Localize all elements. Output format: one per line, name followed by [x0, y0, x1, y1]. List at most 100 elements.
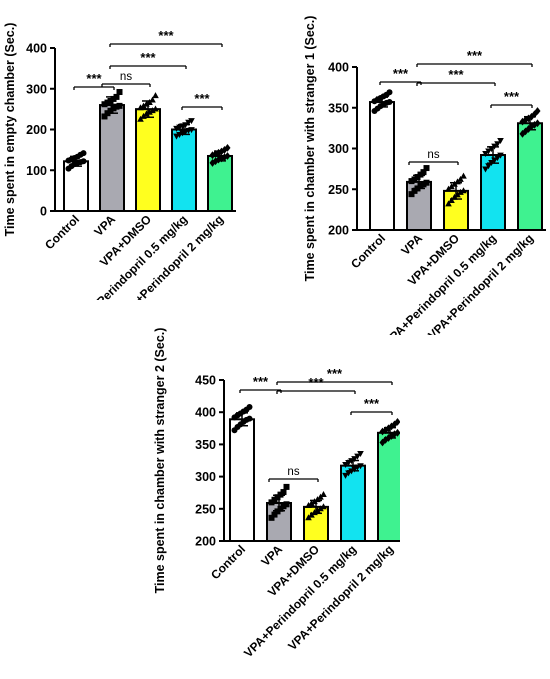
chart-panel-stranger-2: Time spent in chamber with stranger 2 (S…: [150, 320, 406, 674]
data-point: [101, 113, 108, 120]
chart-panel-stranger-1: Time spent in chamber with stranger 1 (S…: [300, 0, 550, 349]
data-point: [80, 150, 87, 157]
data-point: [525, 125, 532, 133]
bar-2: [99, 104, 125, 212]
data-point: [445, 200, 452, 207]
y-tick-label: 350: [195, 438, 216, 452]
data-point: [388, 432, 395, 440]
bar-3: [135, 108, 161, 212]
data-point: [522, 116, 529, 124]
data-point: [460, 172, 467, 179]
data-point: [305, 501, 312, 508]
data-point: [497, 137, 504, 144]
data-point: [152, 92, 159, 99]
significance-label: ***: [327, 366, 343, 381]
bar-1: [369, 101, 395, 231]
x-category-label: VPA: [91, 212, 118, 239]
data-point: [116, 89, 123, 96]
data-point: [354, 453, 361, 460]
data-point: [386, 89, 393, 96]
data-point: [482, 150, 489, 157]
data-point: [534, 119, 541, 128]
data-point: [423, 165, 430, 172]
x-category-label: Control: [348, 231, 388, 271]
data-point: [497, 152, 504, 159]
significance-label: ns: [427, 149, 439, 161]
data-point: [320, 491, 327, 498]
data-point: [246, 404, 253, 411]
y-tick-label: 400: [195, 406, 216, 420]
x-category-label: VPA: [258, 542, 285, 569]
significance-label: ***: [467, 48, 483, 63]
y-tick-label: 0: [40, 205, 47, 219]
data-point: [534, 107, 541, 115]
y-tick-label: 250: [328, 183, 349, 197]
y-tick-label: 250: [195, 502, 216, 516]
data-point: [386, 99, 393, 106]
y-tick-label: 200: [195, 535, 216, 549]
significance-label: ***: [140, 50, 156, 65]
data-point: [317, 505, 324, 512]
data-point: [420, 169, 427, 176]
data-point: [221, 153, 228, 162]
data-point: [531, 120, 538, 129]
y-tick-label: 100: [26, 164, 47, 178]
data-point: [445, 185, 452, 192]
data-point: [283, 501, 290, 508]
data-point: [224, 152, 231, 160]
y-tick-label: 200: [328, 224, 349, 238]
data-point: [460, 187, 467, 194]
significance-label: ***: [364, 396, 380, 411]
bar-5: [517, 122, 543, 231]
data-point: [308, 500, 315, 507]
data-point: [280, 489, 287, 496]
data-point: [188, 118, 195, 125]
data-point: [485, 163, 492, 170]
data-point: [342, 472, 349, 479]
y-axis-label: Time spent in empty chamber (Sec.): [3, 23, 17, 237]
bar-4: [340, 464, 366, 542]
data-point: [149, 107, 156, 114]
data-point: [116, 102, 123, 109]
bar-4: [171, 128, 197, 212]
significance-label: ***: [158, 28, 174, 43]
chart-panel-empty-chamber: Time spent in empty chamber (Sec.) 0 100 20…: [0, 0, 270, 330]
bar-5: [377, 431, 403, 542]
data-point: [391, 430, 398, 438]
data-point: [357, 463, 364, 470]
data-point: [268, 514, 275, 521]
data-point: [379, 438, 386, 447]
bar-4: [480, 154, 506, 232]
data-point: [320, 503, 327, 510]
y-tick-label: 300: [195, 470, 216, 484]
y-tick-label: 450: [195, 374, 216, 388]
chart-stranger-2: Time spent in chamber with stranger 2 (S…: [153, 328, 406, 660]
data-point: [423, 179, 430, 186]
y-tick-label: 300: [328, 142, 349, 156]
data-point: [246, 415, 253, 422]
chart-stranger-1: Time spent in chamber with stranger 1 (S…: [303, 16, 546, 349]
data-point: [482, 166, 489, 173]
data-point: [485, 148, 492, 155]
significance-label: ***: [448, 67, 464, 82]
significance-label: ***: [86, 71, 102, 86]
significance-label: ***: [194, 91, 210, 106]
y-tick-label: 350: [328, 101, 349, 115]
data-point: [152, 105, 159, 112]
data-point: [448, 183, 455, 190]
significance-label: ***: [504, 89, 520, 104]
data-point: [357, 451, 364, 458]
data-point: [140, 102, 147, 109]
data-point: [137, 104, 144, 111]
significance-label: ***: [393, 66, 409, 81]
data-point: [457, 175, 464, 182]
data-point: [408, 191, 415, 198]
y-axis-label: Time spent in chamber with stranger 1 (S…: [303, 16, 317, 282]
x-category-label: VPA: [398, 231, 425, 258]
bar-1: [63, 160, 89, 213]
data-point: [448, 197, 455, 204]
chart-empty-chamber: Time spent in empty chamber (Sec.) 0 100 20…: [3, 23, 236, 330]
data-point: [188, 127, 195, 134]
y-tick-label: 400: [328, 61, 349, 75]
data-point: [528, 122, 535, 131]
